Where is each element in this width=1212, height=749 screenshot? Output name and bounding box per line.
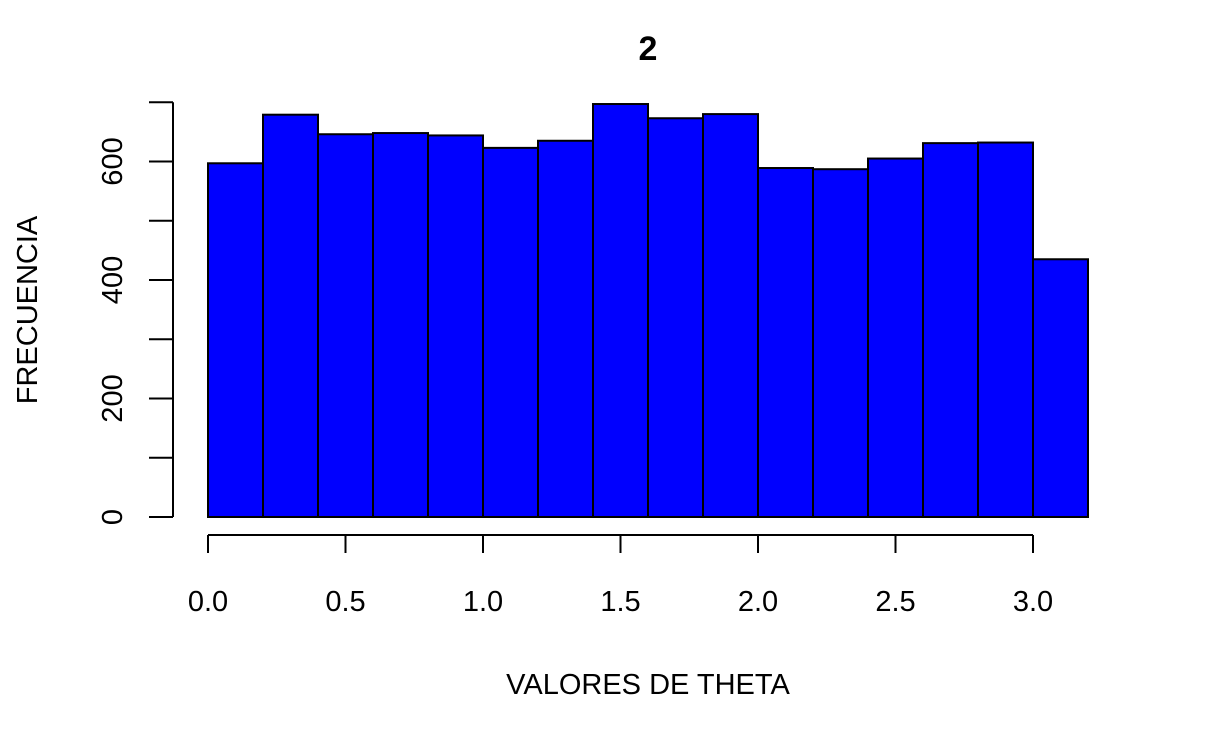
histogram-bar <box>647 117 704 518</box>
histogram-bar <box>702 113 759 518</box>
y-axis: 0 200 400 600 <box>97 101 174 525</box>
y-tick-label: 0 <box>97 509 129 525</box>
x-tick-label: 0.5 <box>325 586 365 618</box>
y-tick-label: 600 <box>97 137 129 185</box>
x-tick-label: 2.0 <box>738 586 778 618</box>
histogram-bar <box>592 103 649 518</box>
y-axis-label: FRECUENCIA <box>12 215 44 404</box>
x-axis: 0.0 0.5 1.0 1.5 2.0 2.5 3.0 <box>188 534 1053 618</box>
histogram-bar <box>427 134 484 518</box>
y-tick-label: 400 <box>97 256 129 304</box>
histogram-bar <box>482 146 539 518</box>
histogram-bar <box>1032 258 1089 518</box>
x-tick-label: 3.0 <box>1013 586 1053 618</box>
histogram-bar <box>207 162 264 518</box>
histogram-bar <box>922 142 979 518</box>
histogram-bar <box>867 157 924 518</box>
chart-title: 2 <box>639 30 658 68</box>
histogram-bar <box>537 139 594 518</box>
bars-group <box>207 103 1089 519</box>
histogram-bar <box>757 167 814 519</box>
histogram-bar <box>262 113 319 518</box>
x-axis-label: VALORES DE THETA <box>506 669 790 701</box>
histogram-bar <box>812 168 869 518</box>
x-tick-label: 1.5 <box>600 586 640 618</box>
histogram-bar <box>977 141 1034 518</box>
x-tick-label: 2.5 <box>875 586 915 618</box>
histogram-bar <box>317 133 374 518</box>
x-tick-label: 0.0 <box>188 586 228 618</box>
histogram-bar <box>372 132 429 518</box>
x-tick-label: 1.0 <box>463 586 503 618</box>
y-tick-label: 200 <box>97 374 129 422</box>
